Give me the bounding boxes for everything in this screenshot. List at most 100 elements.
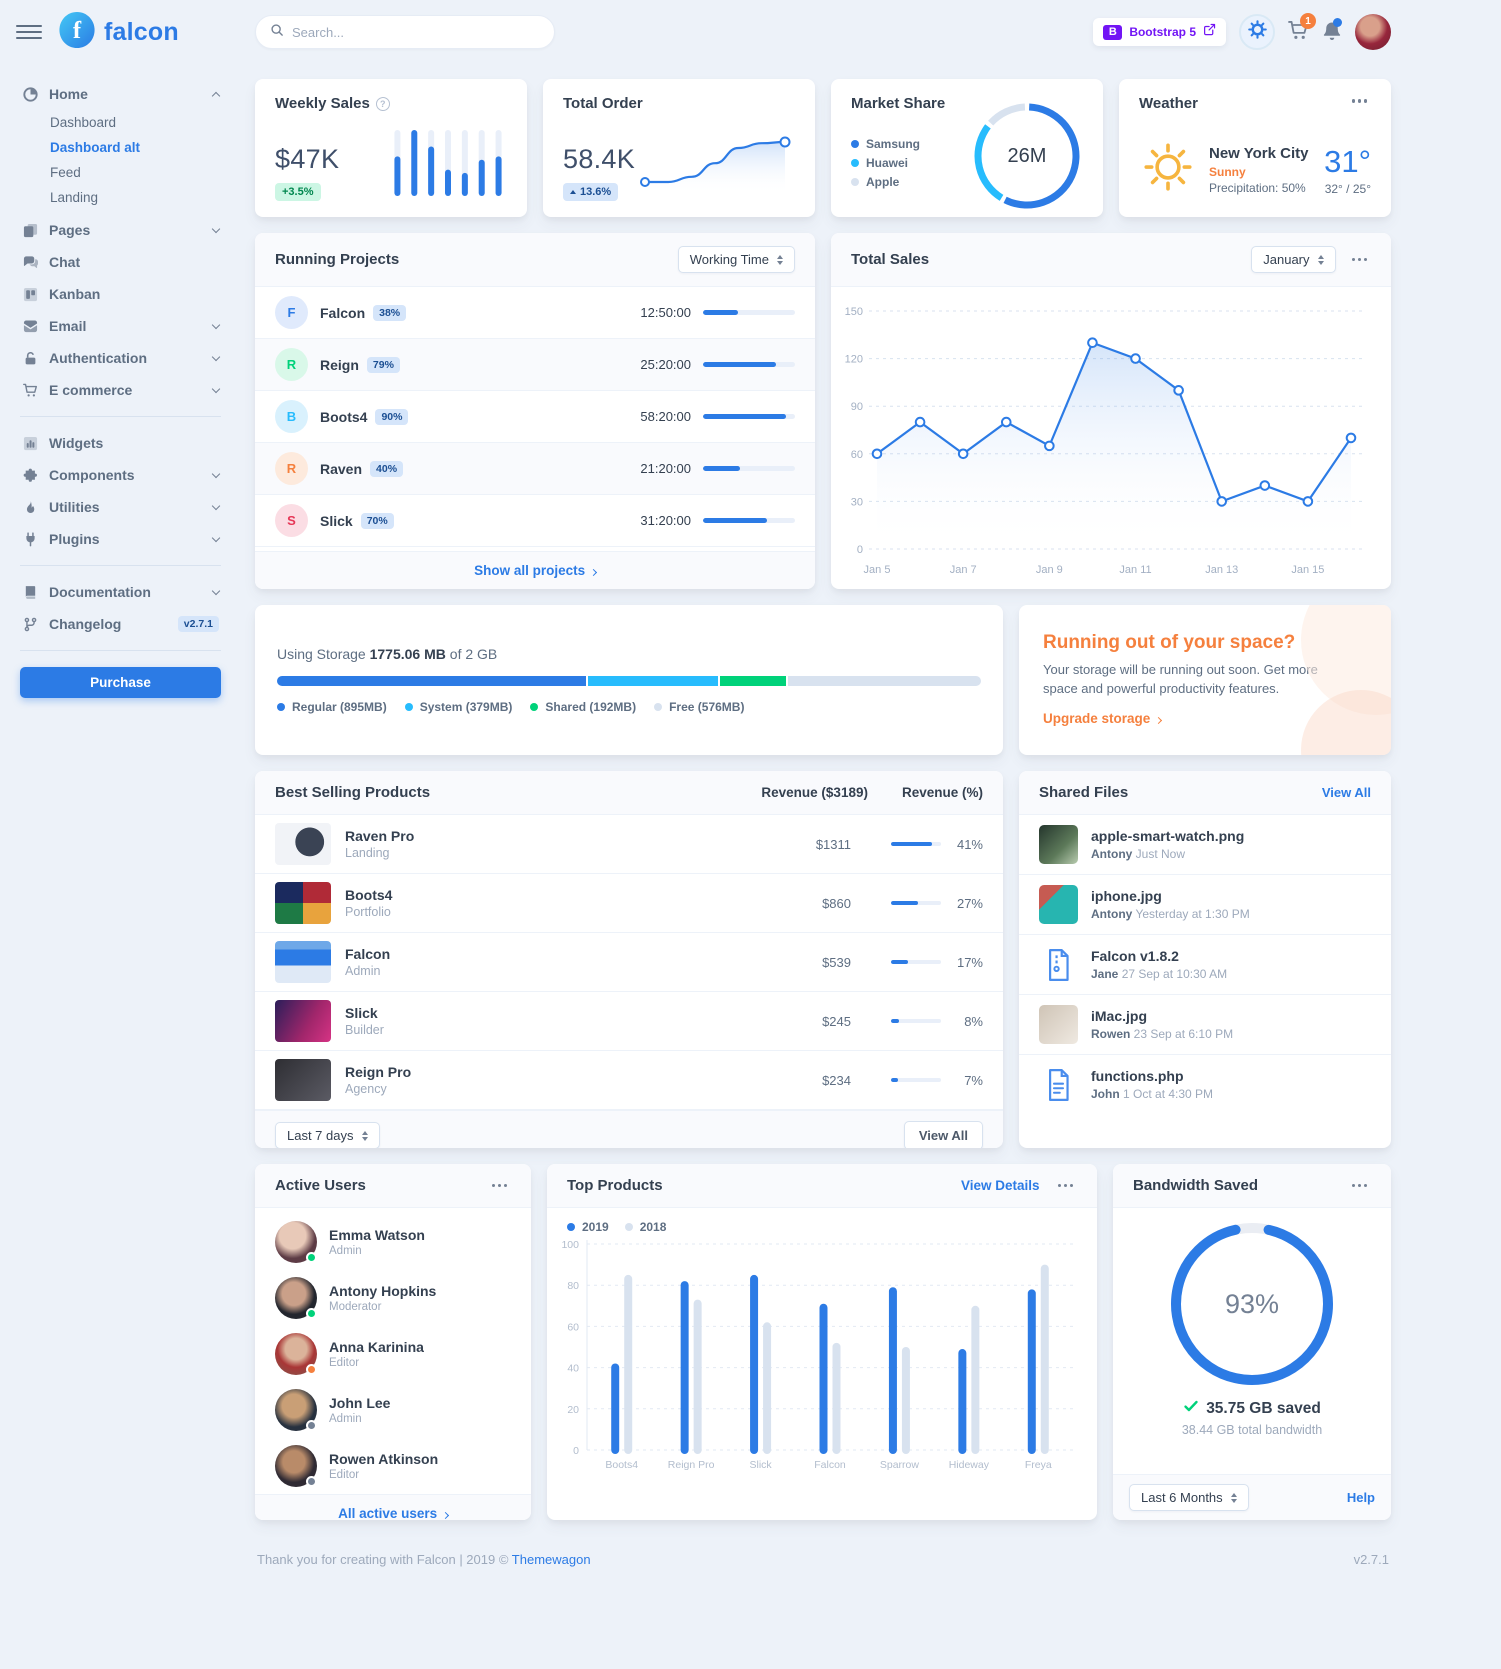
project-row[interactable]: B Boots4 90% 58:20:00 [255, 391, 815, 443]
sidebar-item-pages[interactable]: Pages [20, 214, 221, 246]
sidebar-item-utilities[interactable]: Utilities [20, 491, 221, 523]
product-name: Reign Pro [345, 1064, 412, 1080]
top-products-legend: 2019 2018 [547, 1208, 1097, 1234]
brand-logo[interactable]: f falcon [58, 11, 179, 54]
sidebar-item-chat[interactable]: Chat [20, 246, 221, 278]
user-avatar[interactable] [1355, 14, 1391, 50]
view-all-button[interactable]: View All [903, 1121, 983, 1148]
active-user-row[interactable]: Emma Watson Admin [255, 1214, 531, 1270]
storage-segment [720, 676, 787, 686]
search-input[interactable] [292, 24, 540, 40]
legend-item: Apple [851, 175, 920, 189]
last-6-months-select[interactable]: Last 6 Months [1129, 1484, 1249, 1511]
svg-text:30: 30 [851, 496, 863, 508]
shared-file-row[interactable]: iMac.jpg Rowen 23 Sep at 6:10 PM [1019, 995, 1391, 1055]
svg-text:Jan 7: Jan 7 [950, 564, 977, 576]
chevron-down-icon [211, 352, 221, 362]
sidebar-item-kanban[interactable]: Kanban [20, 278, 221, 310]
sidebar-item-components[interactable]: Components [20, 459, 221, 491]
product-revenue: $234 [822, 1072, 851, 1088]
chevron-down-icon [211, 384, 221, 394]
kebab-menu-icon[interactable] [1348, 1180, 1372, 1192]
cart-button[interactable]: 1 [1288, 13, 1316, 44]
sidebar-item-landing[interactable]: Landing [50, 190, 99, 205]
product-row[interactable]: Reign Pro Agency $234 7% [255, 1051, 1003, 1110]
svg-text:0: 0 [573, 1445, 579, 1457]
bootstrap-version-badge[interactable]: B Bootstrap 5 [1093, 18, 1226, 46]
upgrade-storage-link[interactable]: Upgrade storage [1043, 710, 1367, 728]
project-row[interactable]: S Slick 70% 31:20:00 [255, 495, 815, 547]
sidebar-item-e-commerce[interactable]: E commerce [20, 374, 221, 406]
active-user-row[interactable]: Anna Karinina Editor [255, 1326, 531, 1382]
themewagon-link[interactable]: Themewagon [511, 1552, 591, 1567]
project-row[interactable]: R Raven 40% 21:20:00 [255, 443, 815, 495]
file-name: apple-smart-watch.png [1091, 828, 1245, 844]
divider [20, 650, 221, 651]
shared-file-row[interactable]: apple-smart-watch.png Antony Just Now [1019, 815, 1391, 875]
sidebar-toggle-icon[interactable] [16, 21, 42, 43]
kebab-menu-icon[interactable] [1054, 1180, 1078, 1192]
legend-dot [530, 703, 539, 711]
svg-text:Jan 11: Jan 11 [1119, 564, 1151, 576]
shared-files-view-all-link[interactable]: View All [1321, 785, 1371, 800]
sidebar-item-home[interactable]: Home [20, 78, 221, 110]
project-avatar: F [275, 296, 308, 329]
project-row[interactable]: R Reign 79% 25:20:00 [255, 339, 815, 391]
storage-label: Using Storage 1775.06 MB of 2 GB [277, 646, 498, 662]
file-meta: John 1 Oct at 4:30 PM [1091, 1087, 1214, 1101]
external-link-icon [1203, 23, 1216, 41]
weekly-sales-card: Weekly Sales? $47K +3.5% [255, 79, 527, 217]
kebab-menu-icon[interactable] [1348, 95, 1372, 107]
show-all-projects-link[interactable]: Show all projects [255, 551, 815, 589]
active-user-row[interactable]: John Lee Admin [255, 1382, 531, 1438]
project-row[interactable]: F Falcon 38% 12:50:00 [255, 287, 815, 339]
month-select[interactable]: January [1251, 246, 1336, 273]
project-progress-bar [703, 466, 795, 471]
weather-card: Weather New York City Sunny Precipitatio… [1119, 79, 1391, 217]
sidebar-item-documentation[interactable]: Documentation [20, 576, 221, 608]
user-avatar [275, 1445, 317, 1487]
shared-file-row[interactable]: Falcon v1.8.2 Jane 27 Sep at 10:30 AM [1019, 935, 1391, 995]
shared-file-row[interactable]: iphone.jpg Antony Yesterday at 1:30 PM [1019, 875, 1391, 935]
working-time-select[interactable]: Working Time [677, 246, 795, 273]
sidebar-item-dashboard-alt[interactable]: Dashboard alt [50, 140, 141, 155]
bandwidth-percent: 93% [1224, 1288, 1280, 1319]
kebab-menu-icon[interactable] [1348, 254, 1372, 266]
last-7-days-select[interactable]: Last 7 days [275, 1122, 380, 1148]
sidebar-item-widgets[interactable]: Widgets [20, 427, 221, 459]
brand-name: falcon [104, 17, 179, 46]
product-row[interactable]: Raven Pro Landing $1311 41% [255, 815, 1003, 874]
sidebar-item-changelog[interactable]: Changelog v2.7.1 [20, 608, 221, 640]
active-user-row[interactable]: Rowen Atkinson Editor [255, 1438, 531, 1494]
sidebar-item-plugins[interactable]: Plugins [20, 523, 221, 555]
sidebar-nav: Home Dashboard Dashboard alt Feed Landing Pag… [0, 64, 239, 728]
product-row[interactable]: Boots4 Portfolio $860 27% [255, 874, 1003, 933]
notifications-button[interactable] [1322, 17, 1342, 44]
user-name: John Lee [329, 1395, 391, 1411]
shared-file-row[interactable]: functions.php John 1 Oct at 4:30 PM [1019, 1055, 1391, 1114]
footer-version: v2.7.1 [1353, 1552, 1389, 1567]
sidebar-item-dashboard[interactable]: Dashboard [50, 115, 117, 130]
product-thumbnail [275, 1000, 331, 1042]
storage-segment [277, 676, 586, 686]
weekly-sales-title: Weekly Sales? [275, 95, 390, 112]
kebab-menu-icon[interactable] [488, 1180, 512, 1192]
active-user-row[interactable]: Antony Hopkins Moderator [255, 1270, 531, 1326]
footer-text: Thank you for creating with Falcon | 201… [257, 1552, 591, 1567]
sidebar-item-feed[interactable]: Feed [50, 165, 81, 180]
chevron-down-icon [211, 586, 221, 596]
product-row[interactable]: Falcon Admin $539 17% [255, 933, 1003, 992]
search-box[interactable] [255, 15, 555, 49]
help-icon[interactable]: ? [375, 96, 390, 111]
settings-gear-icon[interactable] [1239, 14, 1275, 50]
product-percent: 7% [964, 1072, 983, 1088]
total-sales-chart: 0 30 60 90 120 150 Jan 5 Jan 7 Jan 9 Jan 11 Jan 13… [831, 287, 1391, 588]
help-link[interactable]: Help [1346, 1490, 1375, 1505]
sidebar-item-authentication[interactable]: Authentication [20, 342, 221, 374]
sidebar-item-email[interactable]: Email [20, 310, 221, 342]
all-active-users-link[interactable]: All active users [255, 1494, 531, 1520]
market-share-title: Market Share [851, 95, 946, 112]
product-row[interactable]: Slick Builder $245 8% [255, 992, 1003, 1051]
purchase-button[interactable]: Purchase [20, 667, 221, 698]
view-details-link[interactable]: View Details [960, 1178, 1040, 1193]
